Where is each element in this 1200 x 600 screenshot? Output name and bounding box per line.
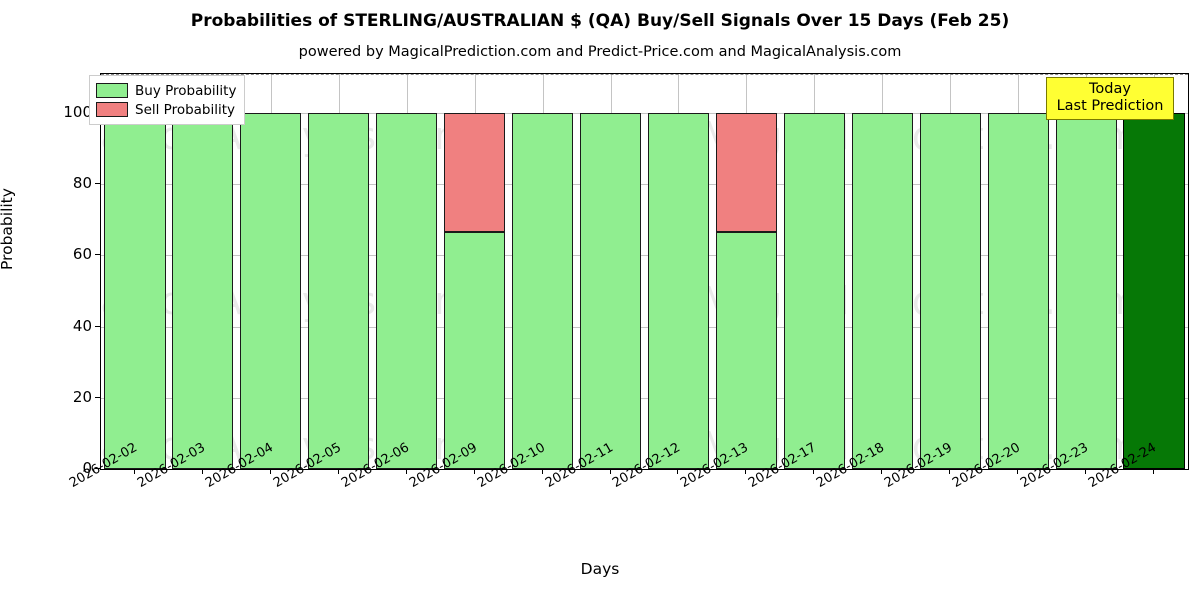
bar-group[interactable] (308, 74, 370, 469)
bar-segment-buy[interactable] (987, 113, 1049, 469)
bar-segment-buy[interactable] (851, 113, 913, 469)
gridline-h (101, 255, 1188, 257)
bar-segment-buy[interactable] (647, 113, 710, 469)
bar-segment-buy[interactable] (919, 113, 981, 469)
bar-group[interactable] (512, 74, 574, 469)
x-axis-tick-mark (881, 469, 882, 474)
y-axis-tick-mark (95, 325, 100, 327)
y-axis-tick-mark (95, 254, 100, 256)
bar-segment-buy[interactable] (172, 113, 234, 469)
bar-segment-buy[interactable] (512, 113, 574, 469)
x-axis-tick-mark (610, 469, 611, 474)
bar-segment-buy[interactable] (783, 113, 845, 469)
x-axis-tick-mark (677, 469, 678, 474)
y-axis-tick-mark (95, 183, 100, 185)
plot-area: MagicalAnalysis.comMagicalPrediction.com… (100, 73, 1189, 470)
y-axis-tick-label: 40 (72, 316, 92, 335)
legend-swatch-buy (96, 83, 128, 98)
page-title: Probabilities of STERLING/AUSTRALIAN $ (… (190, 11, 1010, 31)
bar-segment-today[interactable] (1123, 113, 1185, 469)
bar-group[interactable] (783, 74, 845, 469)
bar-segment-buy[interactable] (376, 113, 438, 469)
bar-group[interactable] (376, 74, 438, 469)
bar-group[interactable] (715, 74, 777, 469)
legend-item-sell[interactable]: Sell Probability (96, 100, 236, 119)
today-annotation: Today Last Prediction (1046, 77, 1174, 121)
bar-segment-buy[interactable] (308, 113, 370, 469)
x-axis-tick-mark (1085, 469, 1086, 474)
bar-group[interactable] (851, 74, 913, 469)
bar-segment-buy[interactable] (715, 231, 777, 469)
x-axis-tick-mark (474, 469, 475, 474)
y-axis-tick-label: 0 (82, 459, 92, 477)
bar-group[interactable] (444, 74, 506, 469)
gridline-h (101, 184, 1188, 186)
bar-segment-buy[interactable] (1055, 113, 1117, 469)
bar-group[interactable] (647, 74, 710, 469)
today-annotation-line2: Last Prediction (1056, 98, 1164, 115)
x-axis-tick-mark (745, 469, 746, 474)
legend-label-buy: Buy Probability (135, 82, 237, 99)
y-axis-tick-mark (95, 396, 100, 398)
plot-inner: MagicalAnalysis.comMagicalPrediction.com… (101, 74, 1188, 469)
x-axis-tick-mark (406, 469, 407, 474)
bar-segment-buy[interactable] (579, 113, 642, 469)
y-axis-tick-label: 80 (72, 174, 92, 193)
x-axis-tick-mark (1017, 469, 1018, 474)
today-annotation-line1: Today (1089, 81, 1131, 97)
legend-item-buy[interactable]: Buy Probability (96, 81, 236, 100)
bar-group[interactable] (172, 74, 234, 469)
x-axis-tick-mark (542, 469, 543, 474)
gridline-h (101, 113, 1188, 115)
y-axis-tick-label: 60 (72, 245, 92, 264)
x-axis-tick-mark (270, 469, 271, 474)
x-axis-label: Days (580, 560, 620, 578)
threshold-dashed-line (101, 74, 1188, 75)
chart-legend: Buy Probability Sell Probability (89, 75, 246, 125)
bar-group[interactable] (1123, 74, 1185, 469)
bar-group[interactable] (104, 74, 166, 469)
x-axis-tick-mark (949, 469, 950, 474)
x-axis-tick-mark (813, 469, 814, 474)
bar-segment-sell[interactable] (444, 113, 506, 232)
bar-segment-sell[interactable] (715, 113, 777, 232)
y-axis-tick-label: 20 (72, 387, 92, 406)
bar-group[interactable] (240, 74, 302, 469)
y-axis-tick-label: 100 (63, 103, 92, 122)
chart-subtitle: powered by MagicalPrediction.com and Pre… (298, 44, 902, 60)
gridline-h (101, 397, 1188, 399)
y-axis-label: Probability (0, 188, 16, 270)
x-axis-tick-mark (134, 469, 135, 474)
bar-group[interactable] (1055, 74, 1117, 469)
bar-segment-buy[interactable] (104, 113, 166, 469)
bar-group[interactable] (919, 74, 981, 469)
legend-label-sell: Sell Probability (135, 101, 236, 118)
x-axis-tick-mark (338, 469, 339, 474)
bar-group[interactable] (987, 74, 1049, 469)
gridline-h (101, 326, 1188, 328)
bar-segment-buy[interactable] (240, 113, 302, 469)
bar-segment-buy[interactable] (444, 231, 506, 469)
bar-group[interactable] (579, 74, 642, 469)
x-axis-tick-mark (1153, 469, 1154, 474)
legend-swatch-sell (96, 102, 128, 117)
y-axis-tick-mark (95, 468, 100, 469)
x-axis-tick-mark (202, 469, 203, 474)
